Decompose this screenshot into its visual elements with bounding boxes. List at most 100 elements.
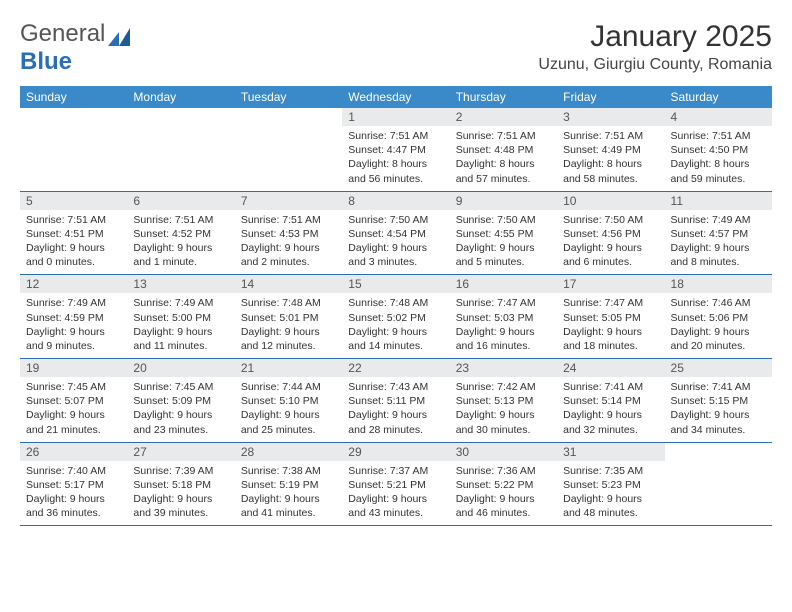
day-line: Sunset: 5:02 PM xyxy=(348,311,443,325)
day-number: 21 xyxy=(235,359,342,377)
day-body: Sunrise: 7:50 AMSunset: 4:56 PMDaylight:… xyxy=(557,210,664,275)
day-number: 5 xyxy=(20,192,127,210)
day-line: Sunset: 5:22 PM xyxy=(456,478,551,492)
day-cell: 19Sunrise: 7:45 AMSunset: 5:07 PMDayligh… xyxy=(20,359,127,443)
day-line: Daylight: 8 hours xyxy=(456,157,551,171)
day-cell: 18Sunrise: 7:46 AMSunset: 5:06 PMDayligh… xyxy=(665,275,772,359)
day-line: Sunrise: 7:51 AM xyxy=(563,129,658,143)
day-line: Sunset: 4:55 PM xyxy=(456,227,551,241)
logo-text-general: General xyxy=(20,20,105,48)
day-body: Sunrise: 7:47 AMSunset: 5:03 PMDaylight:… xyxy=(450,293,557,358)
day-line: Sunset: 5:21 PM xyxy=(348,478,443,492)
day-body: Sunrise: 7:44 AMSunset: 5:10 PMDaylight:… xyxy=(235,377,342,442)
day-line: Sunset: 4:53 PM xyxy=(241,227,336,241)
day-line: and 58 minutes. xyxy=(563,172,658,186)
day-line: and 3 minutes. xyxy=(348,255,443,269)
day-line: and 57 minutes. xyxy=(456,172,551,186)
day-body: Sunrise: 7:50 AMSunset: 4:54 PMDaylight:… xyxy=(342,210,449,275)
day-number: 8 xyxy=(342,192,449,210)
day-line: Sunrise: 7:50 AM xyxy=(563,213,658,227)
day-line: Daylight: 9 hours xyxy=(456,492,551,506)
day-number: 19 xyxy=(20,359,127,377)
day-number: 18 xyxy=(665,275,772,293)
day-cell: 10Sunrise: 7:50 AMSunset: 4:56 PMDayligh… xyxy=(557,191,664,275)
day-number: 23 xyxy=(450,359,557,377)
day-line: Sunset: 5:18 PM xyxy=(133,478,228,492)
day-line: Sunrise: 7:37 AM xyxy=(348,464,443,478)
day-line: Daylight: 9 hours xyxy=(456,241,551,255)
month-title: January 2025 xyxy=(538,20,772,54)
day-number: 26 xyxy=(20,443,127,461)
day-number: 22 xyxy=(342,359,449,377)
day-line: Daylight: 8 hours xyxy=(348,157,443,171)
day-number: 28 xyxy=(235,443,342,461)
day-number: 7 xyxy=(235,192,342,210)
day-body: Sunrise: 7:41 AMSunset: 5:14 PMDaylight:… xyxy=(557,377,664,442)
day-line: Daylight: 9 hours xyxy=(133,241,228,255)
day-line: Daylight: 9 hours xyxy=(241,325,336,339)
day-number: 14 xyxy=(235,275,342,293)
day-body: Sunrise: 7:49 AMSunset: 4:59 PMDaylight:… xyxy=(20,293,127,358)
day-body: Sunrise: 7:41 AMSunset: 5:15 PMDaylight:… xyxy=(665,377,772,442)
dayhead-thursday: Thursday xyxy=(450,86,557,108)
day-line: Sunrise: 7:50 AM xyxy=(348,213,443,227)
day-line: and 1 minute. xyxy=(133,255,228,269)
day-number: 6 xyxy=(127,192,234,210)
day-line: Sunrise: 7:45 AM xyxy=(26,380,121,394)
day-line: and 9 minutes. xyxy=(26,339,121,353)
day-line: and 41 minutes. xyxy=(241,506,336,520)
day-body: Sunrise: 7:45 AMSunset: 5:07 PMDaylight:… xyxy=(20,377,127,442)
day-cell: 17Sunrise: 7:47 AMSunset: 5:05 PMDayligh… xyxy=(557,275,664,359)
calendar-body: 1Sunrise: 7:51 AMSunset: 4:47 PMDaylight… xyxy=(20,108,772,526)
day-line: Sunset: 5:14 PM xyxy=(563,394,658,408)
day-line: Sunrise: 7:35 AM xyxy=(563,464,658,478)
day-cell: 30Sunrise: 7:36 AMSunset: 5:22 PMDayligh… xyxy=(450,442,557,526)
day-cell: 28Sunrise: 7:38 AMSunset: 5:19 PMDayligh… xyxy=(235,442,342,526)
day-body: Sunrise: 7:40 AMSunset: 5:17 PMDaylight:… xyxy=(20,461,127,526)
day-line: and 48 minutes. xyxy=(563,506,658,520)
day-line: Sunrise: 7:51 AM xyxy=(671,129,766,143)
day-line: Daylight: 9 hours xyxy=(348,241,443,255)
day-cell: 13Sunrise: 7:49 AMSunset: 5:00 PMDayligh… xyxy=(127,275,234,359)
day-line: and 16 minutes. xyxy=(456,339,551,353)
day-cell: 14Sunrise: 7:48 AMSunset: 5:01 PMDayligh… xyxy=(235,275,342,359)
day-number: 15 xyxy=(342,275,449,293)
day-line: and 28 minutes. xyxy=(348,423,443,437)
week-row: 12Sunrise: 7:49 AMSunset: 4:59 PMDayligh… xyxy=(20,275,772,359)
day-cell xyxy=(665,442,772,526)
day-line: Sunrise: 7:49 AM xyxy=(26,296,121,310)
day-cell: 4Sunrise: 7:51 AMSunset: 4:50 PMDaylight… xyxy=(665,108,772,191)
day-number: 4 xyxy=(665,108,772,126)
day-line: and 11 minutes. xyxy=(133,339,228,353)
day-header-row: Sunday Monday Tuesday Wednesday Thursday… xyxy=(20,86,772,108)
day-line: Daylight: 9 hours xyxy=(456,408,551,422)
day-cell: 3Sunrise: 7:51 AMSunset: 4:49 PMDaylight… xyxy=(557,108,664,191)
day-cell: 8Sunrise: 7:50 AMSunset: 4:54 PMDaylight… xyxy=(342,191,449,275)
day-line: and 5 minutes. xyxy=(456,255,551,269)
day-number: 9 xyxy=(450,192,557,210)
day-number: 31 xyxy=(557,443,664,461)
day-line: Sunset: 5:07 PM xyxy=(26,394,121,408)
day-line: Sunrise: 7:51 AM xyxy=(26,213,121,227)
day-line: Daylight: 9 hours xyxy=(348,325,443,339)
logo-mark-icon xyxy=(108,25,130,43)
day-line: Sunrise: 7:49 AM xyxy=(671,213,766,227)
day-cell: 25Sunrise: 7:41 AMSunset: 5:15 PMDayligh… xyxy=(665,359,772,443)
day-line: and 23 minutes. xyxy=(133,423,228,437)
day-line: Sunset: 4:59 PM xyxy=(26,311,121,325)
day-line: Daylight: 9 hours xyxy=(133,325,228,339)
day-line: and 56 minutes. xyxy=(348,172,443,186)
day-body: Sunrise: 7:51 AMSunset: 4:47 PMDaylight:… xyxy=(342,126,449,191)
title-block: January 2025 Uzunu, Giurgiu County, Roma… xyxy=(538,20,772,74)
day-line: Sunset: 4:57 PM xyxy=(671,227,766,241)
day-line: Daylight: 9 hours xyxy=(563,408,658,422)
day-cell: 2Sunrise: 7:51 AMSunset: 4:48 PMDaylight… xyxy=(450,108,557,191)
day-line: Sunset: 4:54 PM xyxy=(348,227,443,241)
day-line: and 34 minutes. xyxy=(671,423,766,437)
day-number: 29 xyxy=(342,443,449,461)
week-row: 19Sunrise: 7:45 AMSunset: 5:07 PMDayligh… xyxy=(20,359,772,443)
day-line: Daylight: 9 hours xyxy=(26,492,121,506)
day-line: Sunrise: 7:48 AM xyxy=(348,296,443,310)
day-body: Sunrise: 7:51 AMSunset: 4:51 PMDaylight:… xyxy=(20,210,127,275)
week-row: 5Sunrise: 7:51 AMSunset: 4:51 PMDaylight… xyxy=(20,191,772,275)
